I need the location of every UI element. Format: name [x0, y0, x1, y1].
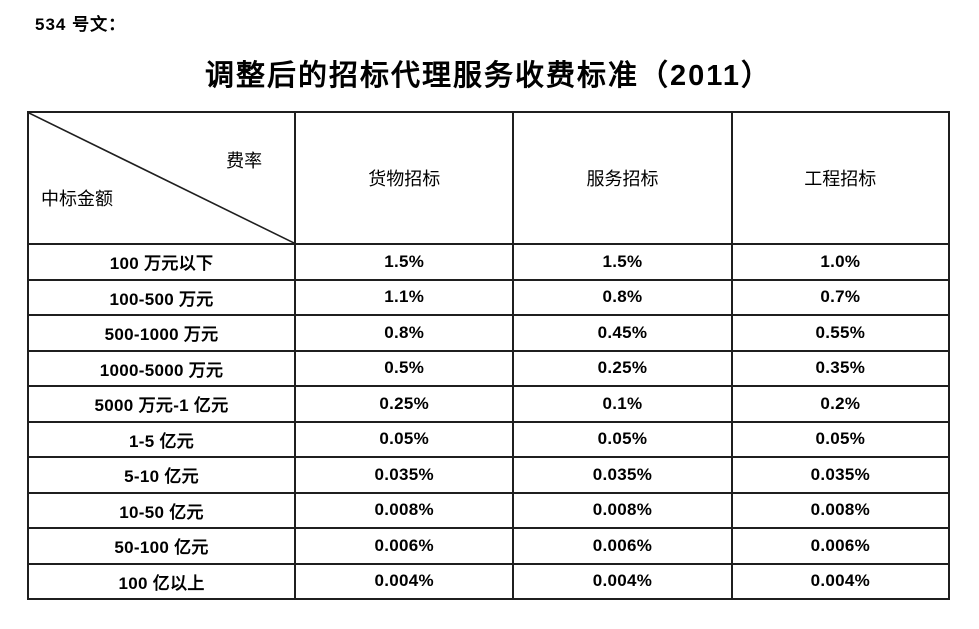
fee-value-cell: 0.008% — [294, 491, 515, 529]
fee-value-cell: 0.035% — [730, 456, 951, 494]
column-header-engineering: 工程招标 — [730, 111, 951, 245]
table-row: 5-10 亿元 0.035% 0.035% 0.035% — [26, 456, 951, 494]
fee-value-cell: 0.2% — [730, 385, 951, 423]
fee-value-cell: 0.25% — [294, 385, 515, 423]
fee-value-cell: 1.5% — [294, 243, 515, 281]
fee-value-cell: 1.5% — [512, 243, 733, 281]
fee-value-cell: 1.0% — [730, 243, 951, 281]
row-label-cell: 100 万元以下 — [26, 243, 297, 281]
row-label-cell: 100 亿以上 — [26, 562, 297, 600]
table-row: 1-5 亿元 0.05% 0.05% 0.05% — [26, 420, 951, 458]
table-row: 5000 万元-1 亿元 0.25% 0.1% 0.2% — [26, 385, 951, 423]
fee-value-cell: 0.55% — [730, 314, 951, 352]
fee-value-cell: 0.8% — [294, 314, 515, 352]
table-row: 100 亿以上 0.004% 0.004% 0.004% — [26, 562, 951, 600]
fee-value-cell: 0.5% — [294, 349, 515, 387]
corner-label-rate: 费率 — [226, 151, 263, 171]
page-title: 调整后的招标代理服务收费标准（2011） — [205, 60, 772, 92]
row-label-cell: 10-50 亿元 — [26, 491, 297, 529]
fee-value-cell: 0.35% — [730, 349, 951, 387]
row-label-cell: 100-500 万元 — [26, 278, 297, 316]
doc-number-label: 534 号文： — [35, 15, 127, 34]
fee-value-cell: 0.008% — [512, 491, 733, 529]
fee-value-cell: 0.45% — [512, 314, 733, 352]
fee-value-cell: 0.7% — [730, 278, 951, 316]
fee-value-cell: 0.006% — [512, 527, 733, 565]
fee-value-cell: 0.8% — [512, 278, 733, 316]
fee-value-cell: 0.004% — [730, 562, 951, 600]
fee-rate-table: 费率 中标金额 货物招标 服务招标 工程招标 100 万元以下 1.5% 1.5… — [26, 111, 951, 600]
row-label-cell: 1-5 亿元 — [26, 420, 297, 458]
table-row: 50-100 亿元 0.006% 0.006% 0.006% — [26, 527, 951, 565]
fee-value-cell: 0.05% — [294, 420, 515, 458]
fee-value-cell: 0.035% — [294, 456, 515, 494]
fee-value-cell: 0.004% — [294, 562, 515, 600]
row-label-cell: 1000-5000 万元 — [26, 349, 297, 387]
row-label-cell: 5-10 亿元 — [26, 456, 297, 494]
corner-header-cell: 费率 中标金额 — [26, 111, 297, 245]
fee-value-cell: 0.004% — [512, 562, 733, 600]
row-label-cell: 50-100 亿元 — [26, 527, 297, 565]
fee-value-cell: 0.25% — [512, 349, 733, 387]
column-header-service: 服务招标 — [512, 111, 733, 245]
table-row: 1000-5000 万元 0.5% 0.25% 0.35% — [26, 349, 951, 387]
table-row: 10-50 亿元 0.008% 0.008% 0.008% — [26, 491, 951, 529]
row-label-cell: 500-1000 万元 — [26, 314, 297, 352]
table-row: 100 万元以下 1.5% 1.5% 1.0% — [26, 243, 951, 281]
column-header-goods: 货物招标 — [294, 111, 515, 245]
fee-value-cell: 0.1% — [512, 385, 733, 423]
row-label-cell: 5000 万元-1 亿元 — [26, 385, 297, 423]
corner-label-amount: 中标金额 — [41, 189, 113, 209]
fee-value-cell: 0.006% — [294, 527, 515, 565]
fee-value-cell: 0.008% — [730, 491, 951, 529]
fee-value-cell: 0.035% — [512, 456, 733, 494]
table-row: 500-1000 万元 0.8% 0.45% 0.55% — [26, 314, 951, 352]
table-row: 100-500 万元 1.1% 0.8% 0.7% — [26, 278, 951, 316]
diagonal-line — [29, 113, 294, 243]
fee-value-cell: 0.05% — [512, 420, 733, 458]
fee-value-cell: 0.006% — [730, 527, 951, 565]
header-row: 费率 中标金额 货物招标 服务招标 工程招标 — [26, 111, 951, 245]
fee-value-cell: 1.1% — [294, 278, 515, 316]
fee-value-cell: 0.05% — [730, 420, 951, 458]
